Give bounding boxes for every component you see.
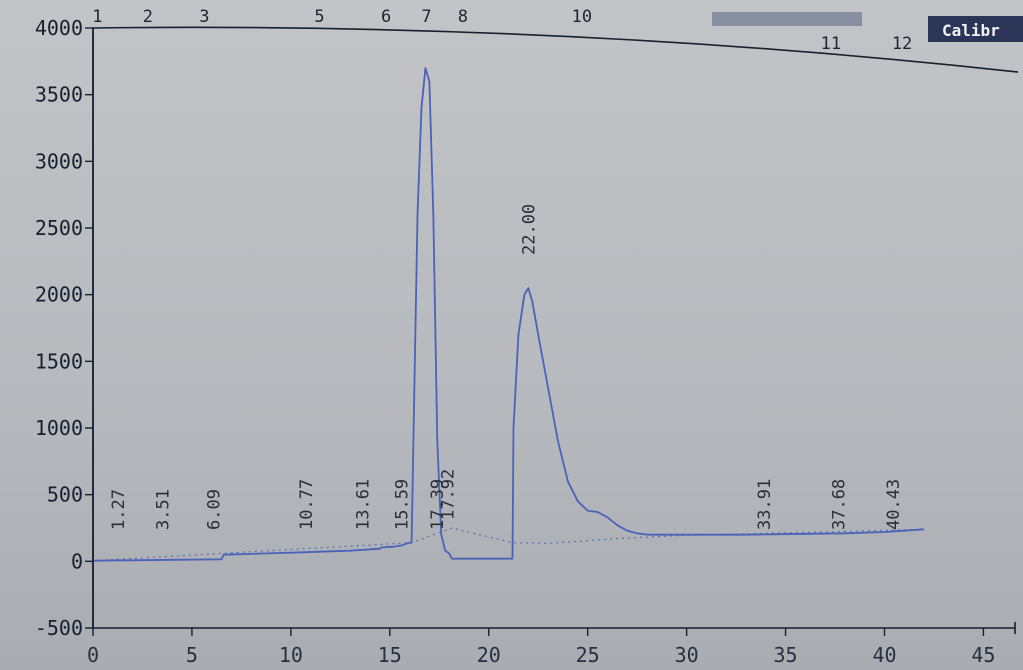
y-tick-label: 3500 — [35, 83, 83, 107]
signal-trace-layer — [92, 67, 925, 562]
plot-top-border — [92, 26, 1019, 628]
retention-time-label: 13.61 — [353, 479, 373, 530]
x-tick-label: 35 — [774, 643, 798, 667]
peak-number: 10 — [572, 7, 592, 27]
x-tick-label: 10 — [279, 643, 303, 667]
x-tick-label: 45 — [971, 643, 995, 667]
x-tick-label: 0 — [87, 643, 99, 667]
plot-frame — [92, 26, 1019, 634]
peak-number: 1 — [92, 7, 102, 27]
x-tick-label: 40 — [872, 643, 896, 667]
retention-time-label: 17.92 — [439, 469, 459, 520]
baseline-layer — [92, 527, 925, 562]
retention-time-label: 40.43 — [884, 479, 904, 530]
y-tick-label: -500 — [35, 616, 83, 640]
peak-number: 5 — [314, 7, 324, 27]
x-tick-label: 15 — [378, 643, 402, 667]
peak-number: 2 — [143, 7, 153, 27]
y-tick-label: 2000 — [35, 283, 83, 307]
retention-time-label: 15.59 — [392, 479, 412, 530]
y-tick-label: 2500 — [35, 216, 83, 240]
y-tick-label: 4000 — [35, 16, 83, 40]
retention-time-label: 6.09 — [205, 489, 225, 530]
corner-label: Calibr — [942, 21, 1000, 40]
y-tick-label: 500 — [47, 483, 83, 507]
x-axis: 0 5 10 15 20 25 30 35 40 45 — [87, 628, 995, 667]
y-tick-label: 1000 — [35, 416, 83, 440]
x-tick-label: 25 — [576, 643, 600, 667]
retention-time-label: 10.77 — [297, 479, 317, 530]
retention-time-label: 37.68 — [830, 479, 850, 530]
y-tick-label: 1500 — [35, 349, 83, 373]
peak-number: 7 — [421, 7, 431, 27]
retention-time-label: 3.51 — [153, 489, 173, 530]
retention-time-label: 22.00 — [519, 204, 539, 255]
retention-time-label: 17.39 — [428, 479, 448, 530]
peak-number: 3 — [199, 7, 209, 27]
x-tick-label: 20 — [477, 643, 501, 667]
corner-label-box — [928, 16, 1023, 42]
y-axis: -500 0 500 1000 1500 2000 2500 3000 3500 4000 — [35, 16, 94, 640]
header-text-fragment — [712, 12, 862, 26]
peak-number: 11 — [821, 34, 841, 54]
peak-number: 8 — [458, 7, 468, 27]
baseline-dotted — [92, 527, 925, 562]
signal-trace — [92, 67, 925, 562]
retention-time-label: 33.91 — [755, 479, 775, 530]
peak-number: 12 — [892, 34, 912, 54]
y-tick-label: 3000 — [35, 149, 83, 173]
y-tick-label: 0 — [71, 549, 83, 573]
x-tick-label: 5 — [186, 643, 198, 667]
peak-number: 6 — [381, 7, 391, 27]
x-tick-label: 30 — [675, 643, 699, 667]
retention-time-label: 1.27 — [109, 489, 129, 530]
